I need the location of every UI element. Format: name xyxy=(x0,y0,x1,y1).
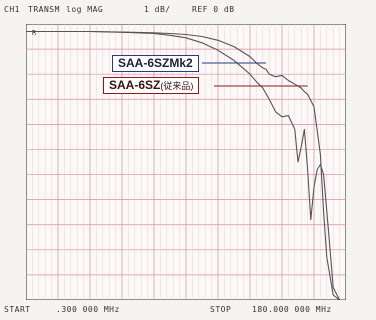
reference-marker: R xyxy=(32,29,37,37)
stop-label: STOP xyxy=(210,305,232,314)
series-line-saa-6sz xyxy=(26,30,346,300)
scale-label: 1 dB/ xyxy=(144,5,171,14)
start-value: .300 000 MHz xyxy=(56,305,120,314)
series-line-saa-6szmk2 xyxy=(26,30,346,300)
legend-saa-6sz: SAA-6SZ(従来品) xyxy=(103,77,200,94)
mode-label: TRANSM xyxy=(28,5,60,14)
legend-saa-6szmk2: SAA-6SZMk2 xyxy=(112,55,199,72)
instrument-header: CH1 TRANSM log MAG 1 dB/ REF 0 dB xyxy=(4,2,372,22)
legend-saa-6sz-label: SAA-6SZ xyxy=(109,78,161,92)
format-label: log MAG xyxy=(66,5,104,14)
ref-label: REF 0 dB xyxy=(192,5,235,14)
instrument-footer: START .300 000 MHz STOP 180.000 000 MHz xyxy=(4,302,372,318)
stop-value: 180.000 000 MHz xyxy=(252,305,332,314)
legend-saa-6sz-suffix: (従来品) xyxy=(160,81,194,91)
start-label: START xyxy=(4,305,31,314)
legend-saa-6szmk2-label: SAA-6SZMk2 xyxy=(118,56,193,70)
channel-label: CH1 xyxy=(4,5,20,14)
